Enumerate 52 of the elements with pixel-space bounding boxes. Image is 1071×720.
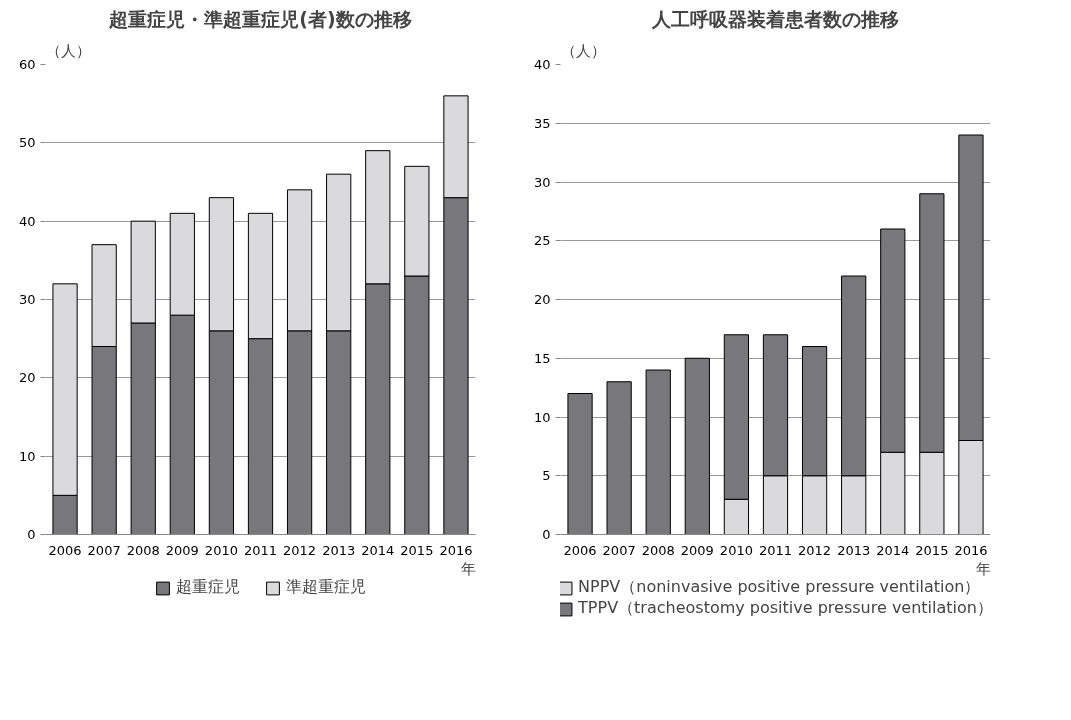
y-tick-label: 30 <box>533 174 551 190</box>
y-tick-label: 30 <box>18 292 36 307</box>
x-tick-label: 2008 <box>126 542 160 558</box>
y-tick-label: 60 <box>18 57 36 72</box>
x-tick-label: 2014 <box>876 542 910 558</box>
y-axis-title: （人） <box>45 41 91 60</box>
y-tick-label: 15 <box>533 350 551 366</box>
bar <box>645 369 671 535</box>
x-tick-label: 2010 <box>719 542 753 558</box>
x-tick-label: 2008 <box>641 542 675 558</box>
legend-label: NPPV（noninvasive positive pressure ventilation） <box>578 577 981 598</box>
legend-label: TPPV（tracheostomy positive pressure ventilation） <box>578 598 991 619</box>
x-tick-label: 2013 <box>322 542 356 558</box>
y-tick-label: 10 <box>18 448 36 464</box>
y-tick-label: 0 <box>542 527 551 542</box>
chart-title: 超重症児・準超重症児(者)数の推移 <box>108 7 412 30</box>
x-axis-title: 年 <box>975 559 991 578</box>
x-tick-label: 2011 <box>758 542 793 558</box>
x-tick-label: 2016 <box>954 542 988 558</box>
legend-label: 準超重症児 <box>285 577 366 598</box>
legend-label: 超重症児 <box>175 577 240 598</box>
y-tick-label: 40 <box>533 57 551 72</box>
bar <box>684 357 710 535</box>
bar <box>567 393 593 535</box>
x-tick-label: 2009 <box>165 542 199 558</box>
x-tick-label: 2013 <box>837 542 871 558</box>
x-tick-label: 2012 <box>283 542 317 558</box>
y-tick-label: 40 <box>18 213 36 229</box>
y-axis-title: （人） <box>560 41 606 60</box>
y-tick-label: 25 <box>533 233 551 249</box>
y-tick-label: 10 <box>533 409 551 425</box>
x-tick-label: 2015 <box>400 542 434 558</box>
chart-title: 人工呼吸器装着患者数の推移 <box>651 7 899 30</box>
x-tick-label: 2010 <box>204 542 238 558</box>
x-tick-label: 2015 <box>915 542 949 558</box>
x-tick-label: 2016 <box>439 542 473 558</box>
x-tick-label: 2014 <box>361 542 395 558</box>
x-tick-label: 2009 <box>680 542 714 558</box>
x-tick-label: 2012 <box>798 542 832 558</box>
x-tick-label: 2006 <box>48 542 82 558</box>
y-tick-label: 20 <box>18 370 36 386</box>
y-tick-label: 20 <box>533 292 551 307</box>
y-tick-label: 50 <box>18 135 36 151</box>
x-axis-title: 年 <box>460 559 476 578</box>
x-tick-label: 2011 <box>243 542 278 558</box>
x-tick-label: 2007 <box>87 542 121 558</box>
y-tick-label: 35 <box>533 115 551 131</box>
y-tick-label: 5 <box>542 468 551 484</box>
bar <box>606 381 632 535</box>
x-tick-label: 2006 <box>563 542 597 558</box>
x-tick-label: 2007 <box>602 542 636 558</box>
y-tick-label: 0 <box>27 527 36 542</box>
